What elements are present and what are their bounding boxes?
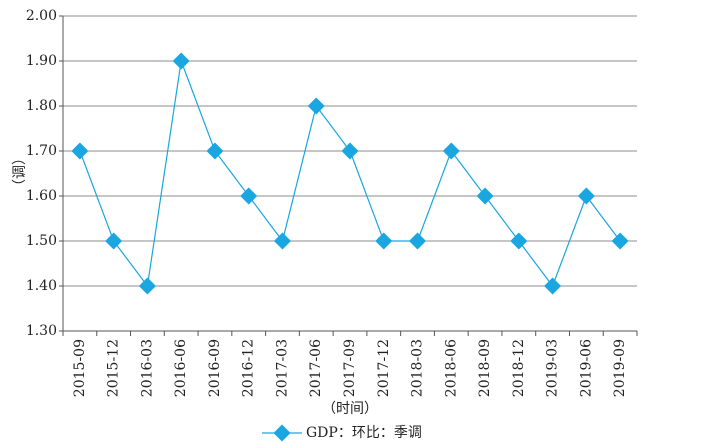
x-tick-label: 2018-09 [477, 339, 493, 397]
data-point [341, 142, 359, 160]
x-tick-labels: 2015-09 2015-12 2016-03 2016-06 2016-09 2016-… [72, 339, 628, 397]
x-tick-label: 2019-09 [612, 339, 628, 397]
x-tick-label: 2017-03 [274, 339, 290, 397]
y-axis-title: （调） [12, 151, 28, 193]
axes [59, 15, 638, 336]
x-tick-label: 2016-09 [207, 339, 223, 397]
x-tick-label: 2018-12 [511, 339, 527, 397]
data-point [611, 232, 629, 250]
data-point [105, 232, 123, 250]
data-point [510, 232, 528, 250]
y-tick-label: 2.00 [26, 8, 57, 24]
y-tick-label: 1.80 [26, 98, 57, 114]
y-tick-label: 1.60 [26, 188, 57, 204]
data-point [273, 232, 291, 250]
data-point [375, 232, 393, 250]
y-tick-labels: 1.30 1.40 1.50 1.60 1.70 1.80 1.90 2.00 [26, 8, 57, 339]
y-tick-label: 1.50 [26, 233, 57, 249]
data-point [577, 187, 595, 205]
x-tick-label: 2016-06 [173, 339, 189, 397]
x-tick-label: 2018-06 [443, 339, 459, 397]
legend-marker [273, 424, 291, 442]
x-tick-label: 2016-12 [241, 339, 257, 397]
legend-label: GDP：环比：季调 [306, 425, 422, 441]
x-tick-label: 2019-03 [545, 339, 561, 397]
y-tick-label: 1.40 [26, 278, 57, 294]
x-tick-label: 2017-06 [308, 339, 324, 397]
data-point [172, 52, 190, 70]
x-tick-label: 2015-09 [72, 339, 88, 397]
x-tick-label: 2016-03 [139, 339, 155, 397]
x-axis-title: （时间） [322, 401, 378, 417]
data-point [442, 142, 460, 160]
data-point [307, 97, 325, 115]
data-point [240, 187, 258, 205]
x-tick-label: 2017-12 [376, 339, 392, 397]
grid-lines [63, 15, 637, 287]
y-tick-label: 1.30 [26, 323, 57, 339]
data-point [476, 187, 494, 205]
data-point [138, 277, 156, 295]
x-tick-label: 2017-09 [342, 339, 358, 397]
series-line [79, 58, 621, 288]
x-tick-label: 2019-06 [578, 339, 594, 397]
legend: GDP：环比：季调 [262, 424, 422, 442]
x-tick-label: 2018-03 [410, 339, 426, 397]
data-point [544, 277, 562, 295]
data-point [71, 142, 89, 160]
series-layer [71, 52, 629, 295]
y-tick-label: 1.90 [26, 53, 57, 69]
y-tick-label: 1.70 [26, 143, 57, 159]
data-point [409, 232, 427, 250]
data-point [206, 142, 224, 160]
x-tick-label: 2015-12 [106, 339, 122, 397]
